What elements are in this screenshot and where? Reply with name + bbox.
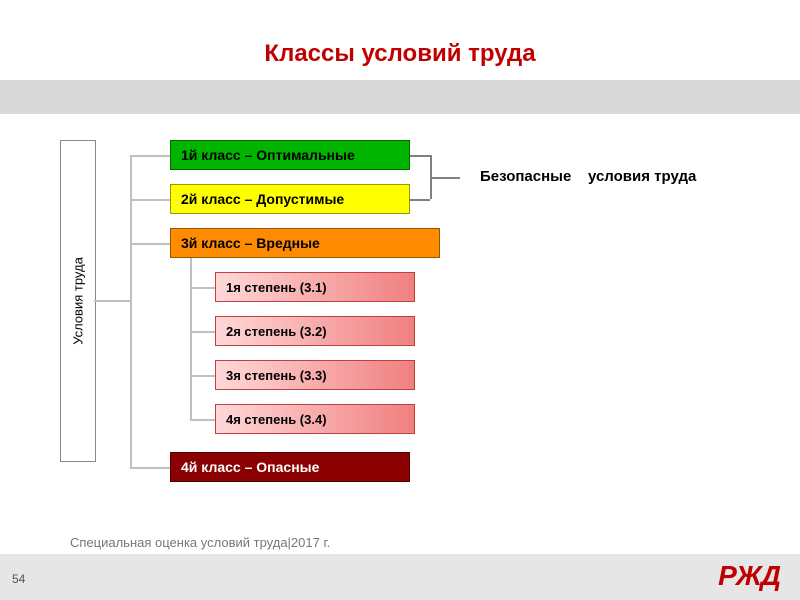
rzd-logo: PЖД bbox=[718, 560, 780, 592]
class-3-bar: 3й класс – Вредные bbox=[170, 228, 440, 258]
degree-2-label: 2я степень (3.2) bbox=[226, 324, 327, 339]
class-4-bar: 4й класс – Опасные bbox=[170, 452, 410, 482]
degree-1-label: 1я степень (3.1) bbox=[226, 280, 327, 295]
class-1-bar: 1й класс – Оптимальные bbox=[170, 140, 410, 170]
page-number: 54 bbox=[12, 572, 25, 586]
footer-band bbox=[0, 554, 800, 600]
degree-4-bar: 4я степень (3.4) bbox=[215, 404, 415, 434]
class-3-label: 3й класс – Вредные bbox=[181, 235, 320, 251]
degree-2-bar: 2я степень (3.2) bbox=[215, 316, 415, 346]
class-1-label: 1й класс – Оптимальные bbox=[181, 147, 355, 163]
class-2-bar: 2й класс – Допустимые bbox=[170, 184, 410, 214]
degree-4-label: 4я степень (3.4) bbox=[226, 412, 327, 427]
degree-1-bar: 1я степень (3.1) bbox=[215, 272, 415, 302]
class-4-label: 4й класс – Опасные bbox=[181, 459, 319, 475]
safe-conditions-label: Безопасные условия труда bbox=[480, 168, 696, 185]
page-title: Классы условий труда bbox=[0, 40, 800, 68]
class-2-label: 2й класс – Допустимые bbox=[181, 191, 344, 207]
footer-text: Специальная оценка условий труда|2017 г. bbox=[70, 535, 330, 550]
conditions-vertical-label: Условия труда bbox=[71, 257, 86, 345]
title-band bbox=[0, 80, 800, 114]
conditions-vertical-box: Условия труда bbox=[60, 140, 96, 462]
degree-3-label: 3я степень (3.3) bbox=[226, 368, 327, 383]
degree-3-bar: 3я степень (3.3) bbox=[215, 360, 415, 390]
